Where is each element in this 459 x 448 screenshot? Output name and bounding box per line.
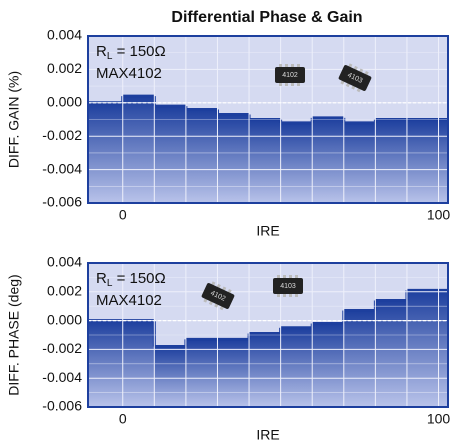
annotation-symbol: R	[96, 43, 107, 60]
step-bar	[375, 300, 407, 407]
y-tick-label: 0.004	[47, 27, 82, 43]
step-bar	[154, 106, 186, 203]
annotation-part: MAX4102	[96, 65, 162, 82]
x-axis-label: IRE	[256, 427, 279, 443]
chip-label: 4103	[280, 283, 296, 290]
step-bar	[186, 109, 218, 203]
y-axis-label: DIFF. GAIN (%)	[6, 71, 22, 168]
step-bar	[281, 123, 313, 203]
annotation: RL = 150Ω	[96, 270, 166, 289]
step-bar	[154, 347, 186, 407]
annotation-rest: = 150Ω	[112, 43, 165, 60]
y-tick-label: 0.002	[47, 60, 82, 76]
step-bar	[249, 120, 281, 204]
y-tick-label: 0.004	[47, 254, 82, 270]
y-tick-label: -0.002	[42, 127, 82, 143]
plot	[88, 36, 448, 203]
annotation-part: MAX4102	[96, 292, 162, 309]
x-tick-label: 100	[427, 411, 451, 427]
step-bar	[407, 290, 448, 407]
y-tick-label: -0.004	[42, 369, 82, 385]
annotation-rest: = 150Ω	[112, 270, 165, 287]
y-tick-label: -0.004	[42, 160, 82, 176]
step-bar	[407, 120, 448, 204]
step-bar	[344, 123, 376, 203]
step-bar	[281, 328, 313, 407]
annotation: RL = 150Ω	[96, 43, 166, 62]
y-tick-label: 0.000	[47, 94, 82, 110]
step-bar	[312, 118, 344, 203]
x-tick-label: 100	[427, 207, 451, 223]
chart-title: Differential Phase & Gain	[171, 9, 362, 26]
step-bar	[123, 96, 155, 203]
step-bar	[312, 323, 344, 407]
chip-icon: 4102	[275, 64, 305, 86]
step-bar	[217, 114, 249, 203]
y-axis-label: DIFF. PHASE (deg)	[6, 274, 22, 395]
x-tick-label: 0	[119, 207, 127, 223]
y-tick-label: 0.002	[47, 283, 82, 299]
y-tick-label: -0.006	[42, 194, 82, 210]
y-tick-label: -0.002	[42, 340, 82, 356]
figure: Differential Phase & Gain -0.006 -0.004 -0…	[0, 0, 459, 448]
chip-label: 4102	[282, 72, 298, 79]
x-tick-label: 0	[119, 411, 127, 427]
y-tick-label: -0.006	[42, 398, 82, 414]
step-bar	[249, 334, 281, 407]
step-bar	[375, 120, 407, 204]
y-tick-label: 0.000	[47, 311, 82, 327]
annotation-symbol: R	[96, 270, 107, 287]
chip-icon: 4103	[273, 275, 303, 297]
x-axis-label: IRE	[256, 223, 279, 239]
